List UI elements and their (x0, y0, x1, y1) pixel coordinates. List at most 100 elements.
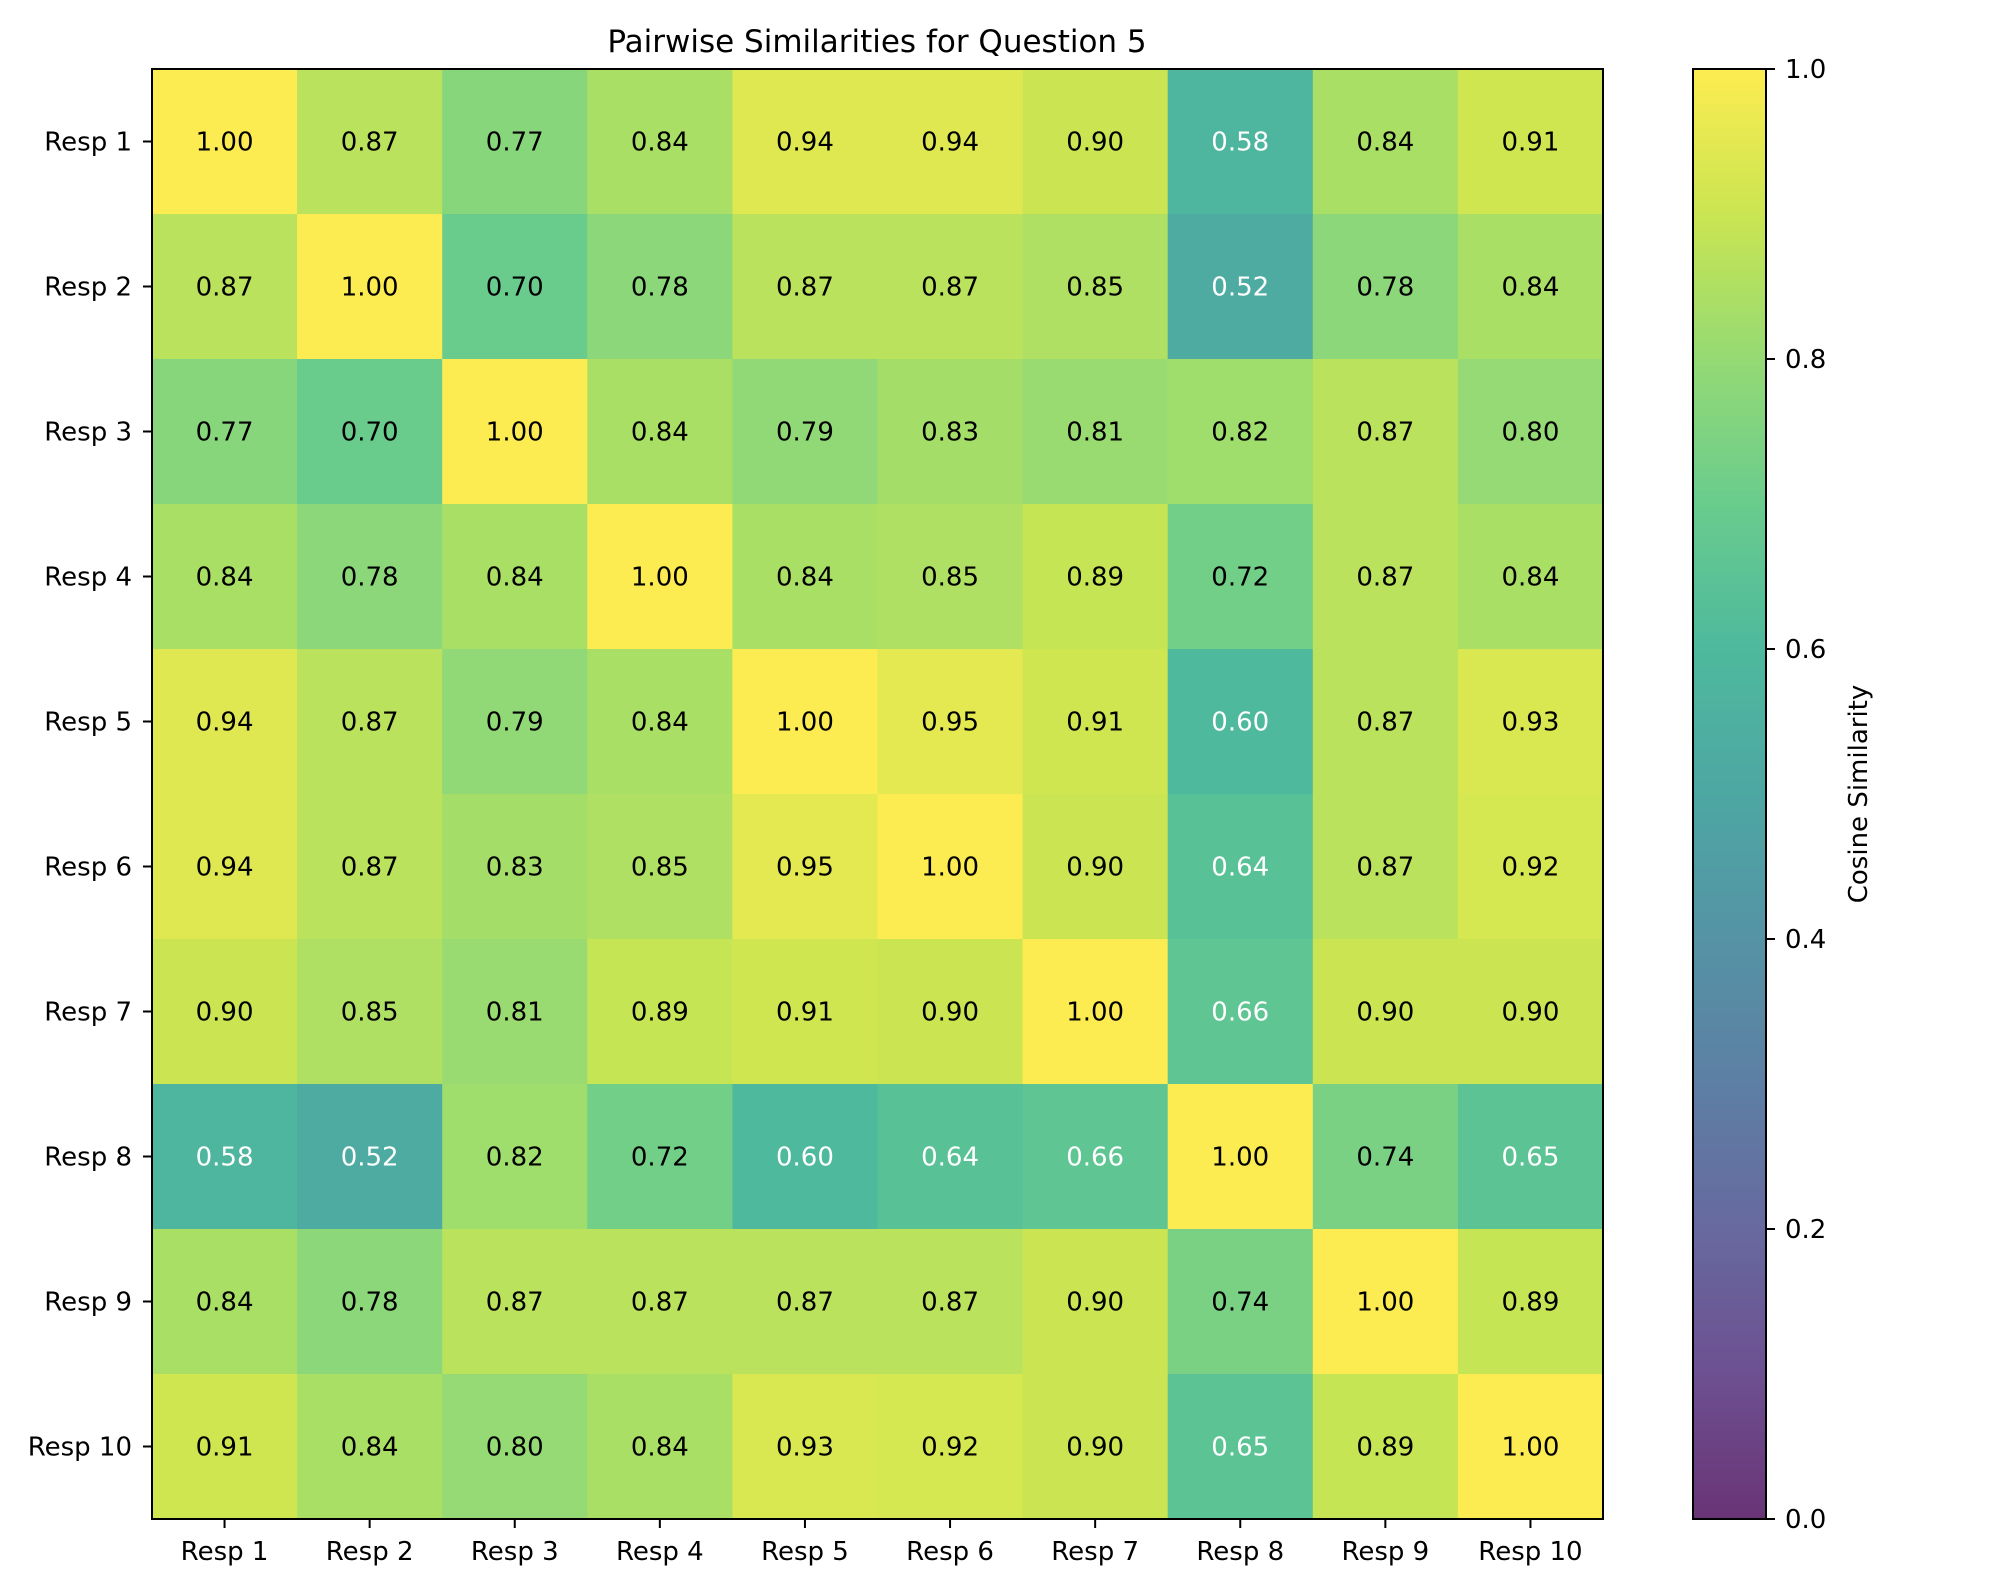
cell-value-label: 0.91 (776, 998, 834, 1028)
heatmap-cell (587, 794, 733, 940)
colorbar-tick-label: 0.6 (1785, 635, 1826, 665)
cell-value-label: 0.78 (1356, 273, 1414, 303)
cell-value-label: 1.00 (1356, 1288, 1414, 1318)
cell-value-label: 0.66 (1211, 998, 1269, 1028)
y-tick-label: Resp 10 (28, 1433, 132, 1463)
heatmap-cell (1022, 69, 1169, 215)
colorbar-tick-label: 0.0 (1785, 1505, 1826, 1535)
cell-value-label: 0.52 (1211, 273, 1269, 303)
colorbar-gradient (1693, 69, 1766, 1519)
heatmap-cell (297, 214, 443, 360)
heatmap-cell (877, 214, 1024, 360)
heatmap-cell (1457, 1229, 1604, 1375)
cell-value-label: 0.87 (1356, 563, 1414, 593)
cell-value-label: 0.94 (776, 128, 834, 158)
heatmap-cell (732, 1084, 879, 1230)
heatmap-cell (877, 359, 1024, 505)
cell-value-label: 0.87 (196, 273, 254, 303)
heatmap-cell (1457, 69, 1604, 215)
heatmap-cell (152, 939, 298, 1085)
cell-value-label: 0.83 (921, 418, 979, 448)
cell-value-label: 0.90 (196, 998, 254, 1028)
heatmap-cell (1457, 1084, 1604, 1230)
cell-value-label: 0.87 (341, 708, 399, 738)
x-tick-label: Resp 2 (326, 1537, 414, 1567)
heatmap-cell (152, 1374, 298, 1520)
heatmap-cell (587, 939, 733, 1085)
cell-value-label: 0.94 (196, 708, 254, 738)
cell-value-label: 0.83 (486, 853, 544, 883)
cell-value-label: 0.92 (1502, 853, 1560, 883)
heatmap-cell (1167, 359, 1314, 505)
cell-value-label: 0.80 (486, 1433, 544, 1463)
cell-value-label: 0.84 (1502, 563, 1560, 593)
cell-value-label: 0.89 (1502, 1288, 1560, 1318)
heatmap-cell (442, 69, 588, 215)
heatmap-cell (1022, 359, 1169, 505)
heatmap-cell (1022, 214, 1169, 360)
heatmap-cell (587, 359, 733, 505)
y-tick-label: Resp 8 (44, 1143, 132, 1173)
cell-value-label: 0.93 (1502, 708, 1560, 738)
cell-value-label: 0.90 (1356, 998, 1414, 1028)
cell-value-label: 0.78 (341, 563, 399, 593)
y-tick-label: Resp 3 (44, 418, 132, 448)
heatmap-cell (1167, 649, 1314, 795)
y-tick-label: Resp 1 (44, 128, 132, 158)
heatmap-cell (1022, 504, 1169, 650)
cell-value-label: 0.89 (1066, 563, 1124, 593)
heatmap-cell (442, 1229, 588, 1375)
heatmap-cell (587, 1374, 733, 1520)
heatmap-cell (1457, 504, 1604, 650)
cell-value-label: 0.85 (1066, 273, 1124, 303)
cell-value-label: 0.87 (1356, 708, 1414, 738)
heatmap-cell (1167, 794, 1314, 940)
heatmap-cell (152, 649, 298, 795)
heatmap-cell (152, 1084, 298, 1230)
cell-value-label: 0.58 (196, 1143, 254, 1173)
cell-value-label: 0.93 (776, 1433, 834, 1463)
heatmap-cell (1312, 69, 1459, 215)
heatmap-cell (1167, 1229, 1314, 1375)
cell-value-label: 0.89 (1356, 1433, 1414, 1463)
cell-value-label: 0.64 (1211, 853, 1269, 883)
cell-value-label: 0.87 (1356, 853, 1414, 883)
cell-value-label: 0.87 (776, 1288, 834, 1318)
heatmap-cell (1022, 1229, 1169, 1375)
cell-value-label: 0.90 (1502, 998, 1560, 1028)
heatmap-cell (442, 504, 588, 650)
heatmap-cell (152, 69, 298, 215)
cell-value-label: 1.00 (1211, 1143, 1269, 1173)
heatmap-cell (1312, 649, 1459, 795)
cell-value-label: 1.00 (776, 708, 834, 738)
cell-value-label: 0.81 (486, 998, 544, 1028)
cell-value-label: 0.87 (776, 273, 834, 303)
cell-value-label: 0.90 (1066, 1433, 1124, 1463)
heatmap-cell (877, 504, 1024, 650)
heatmap-cell (1022, 939, 1169, 1085)
heatmap-cell (732, 939, 879, 1085)
heatmap-cell (297, 1229, 443, 1375)
cell-value-label: 0.60 (776, 1143, 834, 1173)
cell-value-label: 0.81 (1066, 418, 1124, 448)
heatmap-cell (877, 1229, 1024, 1375)
heatmap-cell (1312, 359, 1459, 505)
heatmap-cell (1167, 939, 1314, 1085)
cell-value-label: 0.66 (1066, 1143, 1124, 1173)
x-tick-label: Resp 9 (1341, 1537, 1429, 1567)
heatmap-cell (587, 69, 733, 215)
y-tick-label: Resp 5 (44, 708, 132, 738)
cell-value-label: 0.85 (921, 563, 979, 593)
cell-value-label: 0.95 (921, 708, 979, 738)
cell-value-label: 0.90 (1066, 128, 1124, 158)
colorbar: 0.0 0.2 0.4 0.6 0.8 1.0 Cosine Similarity (1692, 55, 1874, 1535)
cell-value-label: 0.84 (341, 1433, 399, 1463)
heatmap-cell (877, 939, 1024, 1085)
heatmap-cell (1312, 214, 1459, 360)
heatmap-cell (732, 69, 879, 215)
heatmap-cell (1312, 1084, 1459, 1230)
heatmap-cell (442, 214, 588, 360)
heatmap-cell (587, 649, 733, 795)
cell-value-label: 0.87 (921, 1288, 979, 1318)
